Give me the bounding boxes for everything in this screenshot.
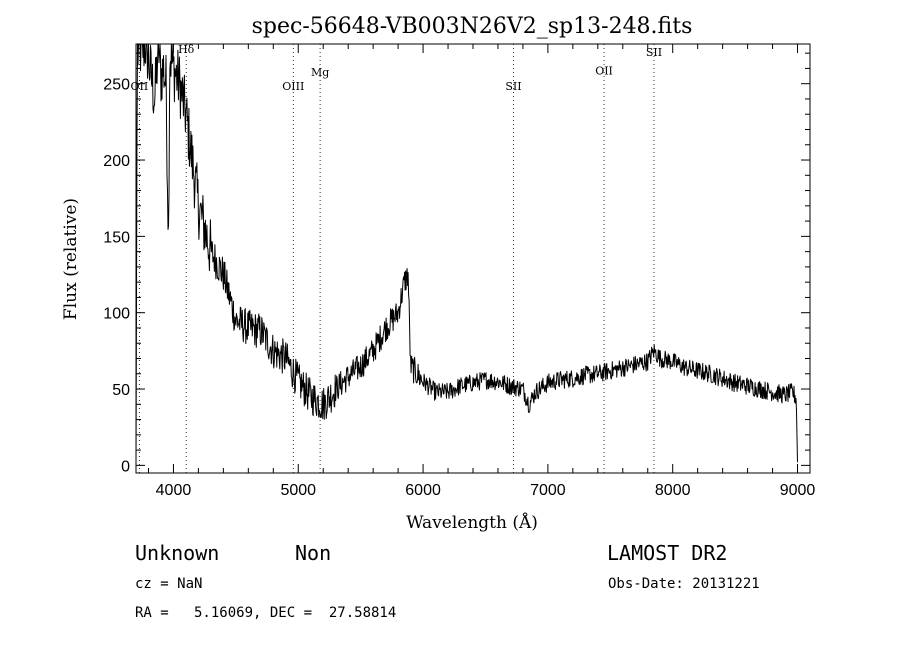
y-tick-label: 100 (103, 306, 130, 323)
x-tick-label: 5000 (280, 482, 316, 499)
y-tick-label: 200 (103, 153, 130, 170)
x-tick-label: 6000 (405, 482, 441, 499)
x-tick-label: 9000 (780, 482, 816, 499)
spectral-line-label: SII (505, 80, 521, 93)
x-tick-label: 7000 (530, 482, 566, 499)
ra-dec: RA = 5.16069, DEC = 27.58814 (135, 605, 397, 621)
plot-frame (135, 43, 811, 474)
object-subclass: Non (295, 541, 332, 565)
observation-date: Obs-Date: 20131221 (608, 576, 760, 592)
y-tick-label: 0 (121, 458, 130, 475)
spectral-line-label: OII (595, 65, 613, 78)
spectral-line-label: Mg (311, 66, 329, 79)
spectral-line-label: SII (646, 46, 662, 59)
spectral-line-label: OII (131, 80, 149, 93)
chart-title: spec-56648-VB003N26V2_sp13-248.fits (252, 14, 693, 39)
x-tick-label: 4000 (156, 482, 192, 499)
y-tick-label: 50 (112, 382, 130, 399)
spectral-line-markers: OII Hδ OIII Mg SII OII SII (131, 43, 662, 473)
y-tick-label: 250 (103, 77, 130, 94)
spectral-line-label: Hδ (178, 43, 195, 56)
y-tick-label: 150 (103, 229, 130, 246)
survey-name: LAMOST DR2 (607, 541, 728, 565)
spectrum-series (135, 43, 798, 466)
plot-axes: 4000 5000 6000 7000 8000 9000 0 50 100 150 200 250 (103, 43, 816, 499)
spectral-line-label: OIII (282, 80, 304, 93)
redshift-cz: cz = NaN (135, 576, 203, 592)
spectrum-line (135, 43, 798, 466)
x-axis-label: Wavelength (Å) (406, 512, 538, 533)
object-class: Unknown (135, 541, 220, 565)
y-axis-label: Flux (relative) (61, 198, 81, 320)
x-tick-label: 8000 (655, 482, 691, 499)
